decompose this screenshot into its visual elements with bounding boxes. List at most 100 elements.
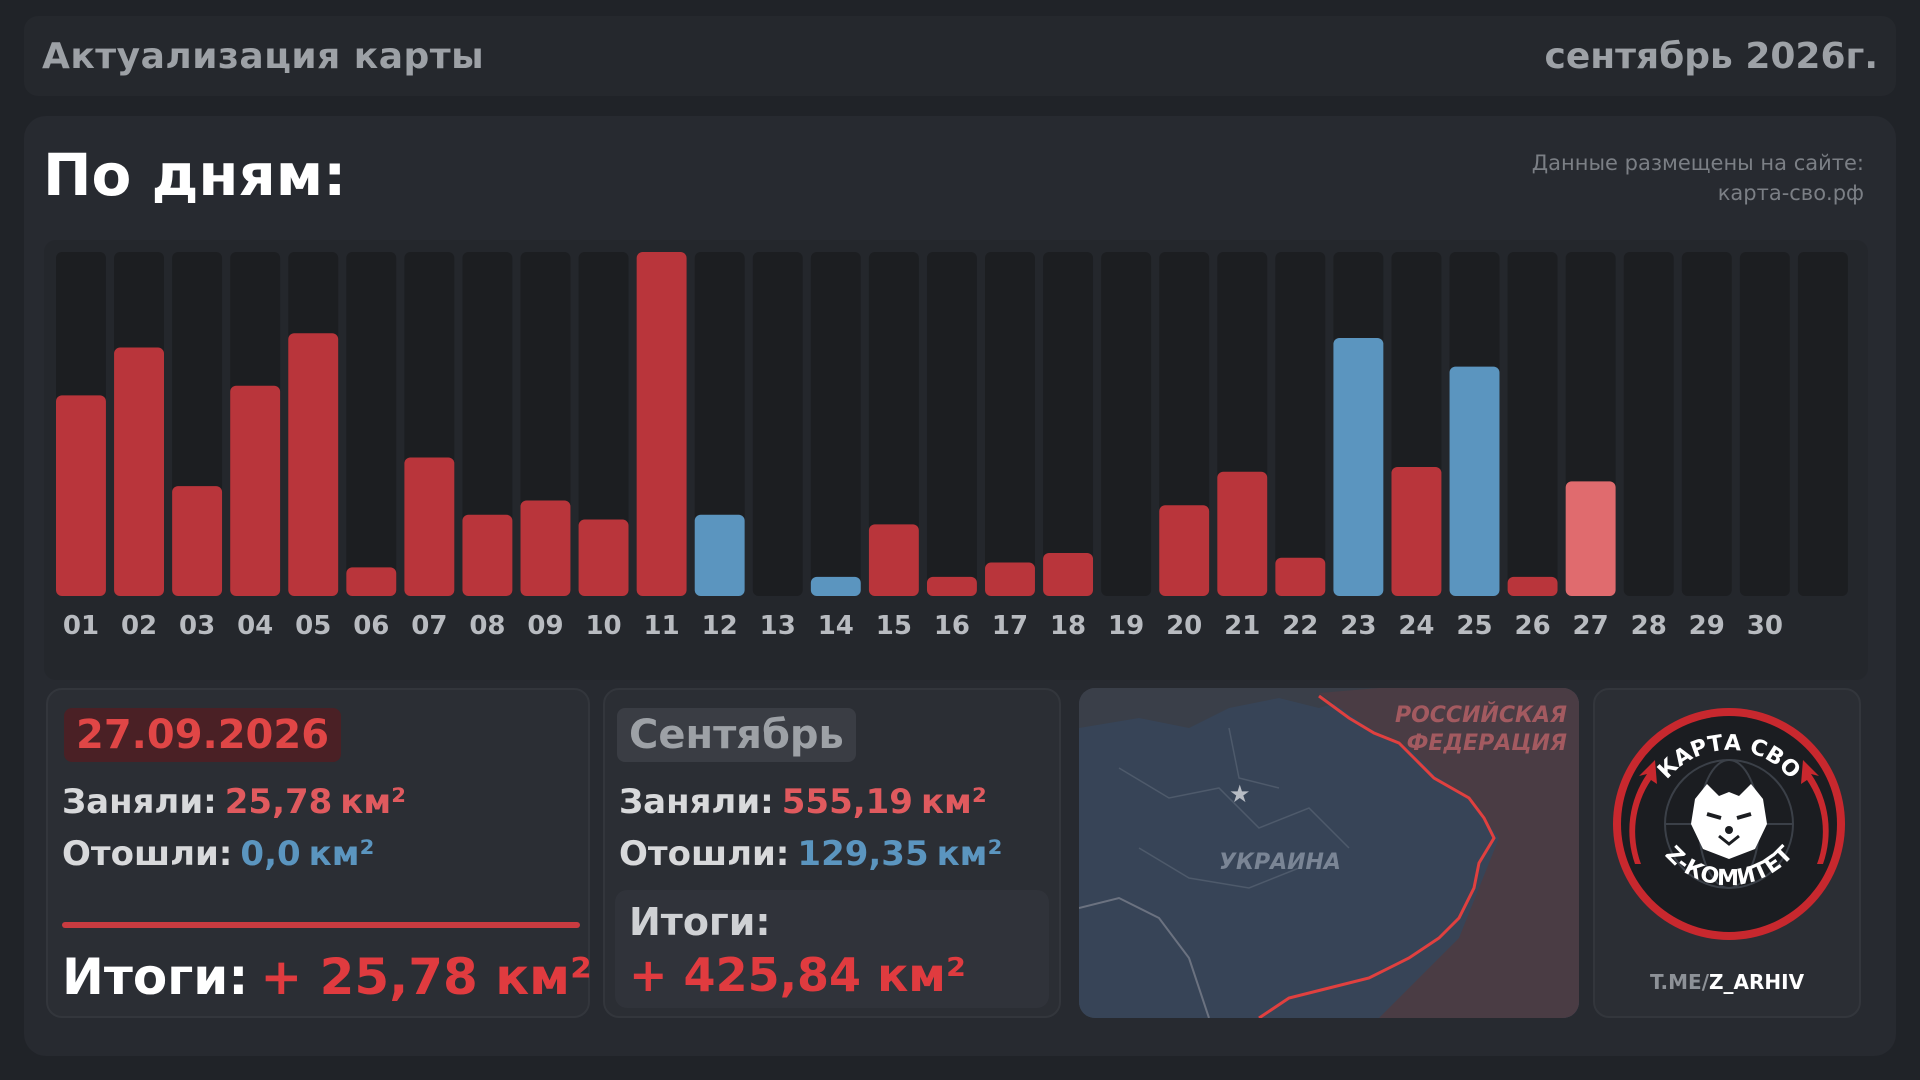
bar-18 (1043, 553, 1094, 596)
x-tick-label: 09 (527, 611, 563, 641)
bar-01 (56, 395, 106, 596)
bar-20 (1159, 505, 1210, 596)
bar-track (1275, 252, 1326, 596)
bar-track (1797, 252, 1848, 596)
bar-track (926, 252, 977, 596)
month-lost-value: 129,35 (797, 834, 929, 874)
day-lost-value: 0,0 (240, 834, 301, 874)
map-image (1079, 688, 1579, 1018)
daily-bar-chart: 01 02 03 04 05 06 07 08 09 10 11 12 13 14 15 16 17 18 19 20… (44, 240, 1868, 680)
divider-line (62, 922, 580, 928)
day-total-label: Итоги: (62, 948, 249, 1006)
handle-name: Z_ARHIV (1709, 970, 1805, 994)
logo-arrow-right-icon (1801, 760, 1829, 864)
x-tick-label: 19 (1108, 611, 1144, 641)
x-tick-label: 03 (179, 611, 215, 641)
x-tick-label: 28 (1631, 611, 1667, 641)
day-lost-unit: км² (308, 834, 375, 874)
month-total-value: + 425,84 км² (629, 948, 967, 1002)
bar-24 (1391, 467, 1442, 596)
x-tick-label: 15 (876, 611, 912, 641)
x-tick-label: 08 (469, 611, 505, 641)
map-border-west (1079, 896, 1210, 1018)
day-lost-label: Отошли: (62, 834, 233, 874)
x-tick-label: 21 (1224, 611, 1260, 641)
map-label-russia: РОССИЙСКАЯ ФЕДЕРАЦИЯ (1394, 703, 1567, 756)
bar-26 (1507, 576, 1558, 596)
bar-11 (636, 252, 687, 596)
month-taken-value: 555,19 (781, 782, 913, 822)
day-total-value: + 25,78 км² (260, 948, 592, 1006)
bar-10 (578, 519, 629, 596)
bar-track (1623, 252, 1674, 596)
bar-25 (1449, 366, 1500, 596)
month-taken-label: Заняли: (619, 782, 774, 822)
x-tick-label: 26 (1514, 611, 1550, 641)
telegram-handle[interactable]: T.ME/Z_ARHIV (1595, 970, 1859, 994)
report-period: сентябрь 2026г. (1544, 36, 1879, 77)
bar-track (1507, 252, 1558, 596)
x-tick-label: 10 (585, 611, 621, 641)
bar-track (1681, 252, 1732, 596)
bar-track (1101, 252, 1152, 596)
bar-track (1739, 252, 1790, 596)
bar-15 (868, 524, 919, 596)
month-badge: Сентябрь (617, 708, 856, 762)
month-lost-unit: км² (936, 834, 1003, 874)
map-regions (1118, 727, 1350, 889)
handle-prefix: T.ME/ (1649, 970, 1710, 994)
bar-12 (694, 514, 745, 596)
x-tick-label: 07 (411, 611, 447, 641)
bar-16 (926, 576, 977, 596)
month-lost-row: Отошли: 129,35 км² (619, 834, 1002, 874)
x-tick-label: 27 (1573, 611, 1609, 641)
day-taken-row: Заняли: 25,78 км² (62, 782, 406, 822)
x-tick-label: 14 (818, 611, 854, 641)
bar-track (694, 252, 745, 596)
bar-track (578, 252, 629, 596)
bar-09 (520, 500, 571, 596)
x-tick-label: 24 (1398, 611, 1434, 641)
logo-card: КАРТА СВО Z-КОМИТЕТ T.ME/Z_ARHIV (1593, 688, 1861, 1018)
x-tick-label: 11 (644, 611, 680, 641)
bar-08 (462, 514, 513, 596)
x-tick-label: 02 (121, 611, 157, 641)
month-lost-label: Отошли: (619, 834, 790, 874)
x-tick-label: 30 (1747, 611, 1783, 641)
chart-svg: 01 02 03 04 05 06 07 08 09 10 11 12 13 14 15 16 17 18 19 20… (56, 252, 1848, 641)
x-tick-label: 29 (1689, 611, 1725, 641)
bar-06 (346, 567, 397, 596)
month-total-label: Итоги: (629, 900, 771, 944)
x-tick-label: 17 (992, 611, 1028, 641)
bar-track (1043, 252, 1094, 596)
x-tick-label: 20 (1166, 611, 1202, 641)
bar-03 (172, 486, 223, 596)
x-tick-label: 13 (760, 611, 796, 641)
day-lost-row: Отошли: 0,0 км² (62, 834, 374, 874)
bar-27 (1565, 481, 1616, 596)
bar-05 (288, 333, 339, 596)
bar-07 (404, 457, 455, 596)
bar-track (868, 252, 919, 596)
month-summary-card: Сентябрь Заняли: 555,19 км² Отошли: 129,35 к… (603, 688, 1061, 1018)
day-taken-unit: км² (340, 782, 407, 822)
header-bar: Актуализация карты сентябрь 2026г. (24, 16, 1896, 96)
x-tick-label: 25 (1456, 611, 1492, 641)
map-russia-area (1319, 688, 1579, 1018)
bar-22 (1275, 557, 1326, 596)
bar-track (985, 252, 1035, 596)
bar-14 (810, 576, 861, 596)
x-tick-label: 05 (295, 611, 331, 641)
bar-17 (985, 562, 1035, 596)
x-tick-label: 22 (1282, 611, 1318, 641)
logo-emblem: КАРТА СВО Z-КОМИТЕТ (1613, 708, 1845, 940)
section-title: По дням: (43, 141, 347, 209)
x-tick-label: 01 (63, 611, 99, 641)
x-tick-label: 16 (934, 611, 970, 641)
x-tick-label: 06 (353, 611, 389, 641)
date-badge: 27.09.2026 (64, 708, 342, 762)
x-tick-label: 04 (237, 611, 273, 641)
x-tick-label: 18 (1050, 611, 1086, 641)
month-taken-unit: км² (920, 782, 987, 822)
logo-lynx-icon (1691, 784, 1767, 859)
